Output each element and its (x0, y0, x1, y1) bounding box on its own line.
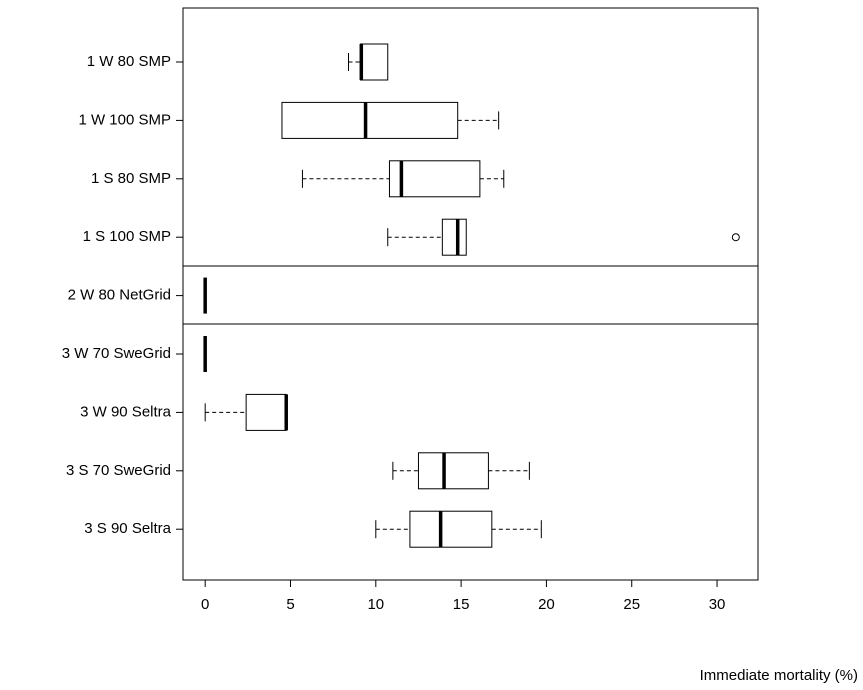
x-tick-label: 0 (201, 596, 209, 613)
x-tick-label: 25 (623, 596, 640, 613)
box (409, 510, 493, 548)
outlier (731, 233, 740, 242)
y-tick-label: 1 S 100 SMP (83, 228, 171, 245)
y-tick-label: 3 S 70 SweGrid (66, 462, 171, 479)
y-tick-label: 1 W 100 SMP (78, 111, 171, 128)
x-axis-label: Immediate mortality (%) (700, 667, 858, 684)
box (245, 393, 287, 431)
box (281, 101, 459, 139)
x-tick-label: 15 (453, 596, 470, 613)
y-tick-label: 1 W 80 SMP (87, 53, 171, 70)
x-tick-label: 5 (286, 596, 294, 613)
y-tick-label: 3 W 90 Seltra (80, 403, 172, 420)
x-tick-label: 30 (709, 596, 726, 613)
y-tick-label: 2 W 80 NetGrid (68, 287, 171, 304)
box (417, 452, 489, 490)
y-tick-label: 3 S 90 Seltra (84, 520, 171, 537)
box (359, 43, 389, 81)
box (441, 218, 467, 256)
x-tick-label: 20 (538, 596, 555, 613)
box (388, 160, 481, 198)
y-tick-label: 3 W 70 SweGrid (62, 345, 171, 362)
y-tick-label: 1 S 80 SMP (91, 170, 171, 187)
x-tick-label: 10 (367, 596, 384, 613)
plot-frame (182, 7, 759, 581)
